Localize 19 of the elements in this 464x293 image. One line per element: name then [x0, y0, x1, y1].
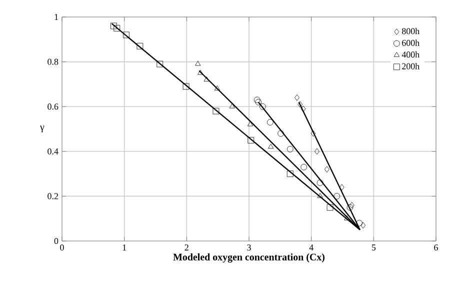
y-tick-label: 0 — [54, 238, 58, 244]
x-tick-label: 0 — [60, 244, 64, 251]
x-axis-title: Modeled oxygen concentration (Cx) — [173, 253, 324, 263]
y-tick-label: 0.8 — [48, 58, 58, 65]
y-tick-label: 0.2 — [48, 193, 58, 200]
y-tick-label: 0.6 — [48, 104, 58, 110]
y-axis-title: γ — [40, 126, 44, 132]
legend-label: 600h — [402, 40, 420, 46]
legend-label: 400h — [402, 51, 420, 58]
x-tick-label: 5 — [372, 244, 376, 250]
legend-label: 200h — [402, 63, 420, 70]
legend-label: 800h — [402, 28, 420, 34]
x-tick-label: 6 — [434, 244, 438, 251]
y-tick-label: 1 — [54, 14, 58, 20]
y-tick-label: 0.4 — [48, 148, 58, 154]
x-tick-label: 2 — [184, 244, 188, 250]
x-tick-label: 4 — [309, 244, 314, 250]
x-tick-label: 1 — [122, 244, 126, 250]
x-tick-label: 3 — [247, 244, 251, 251]
